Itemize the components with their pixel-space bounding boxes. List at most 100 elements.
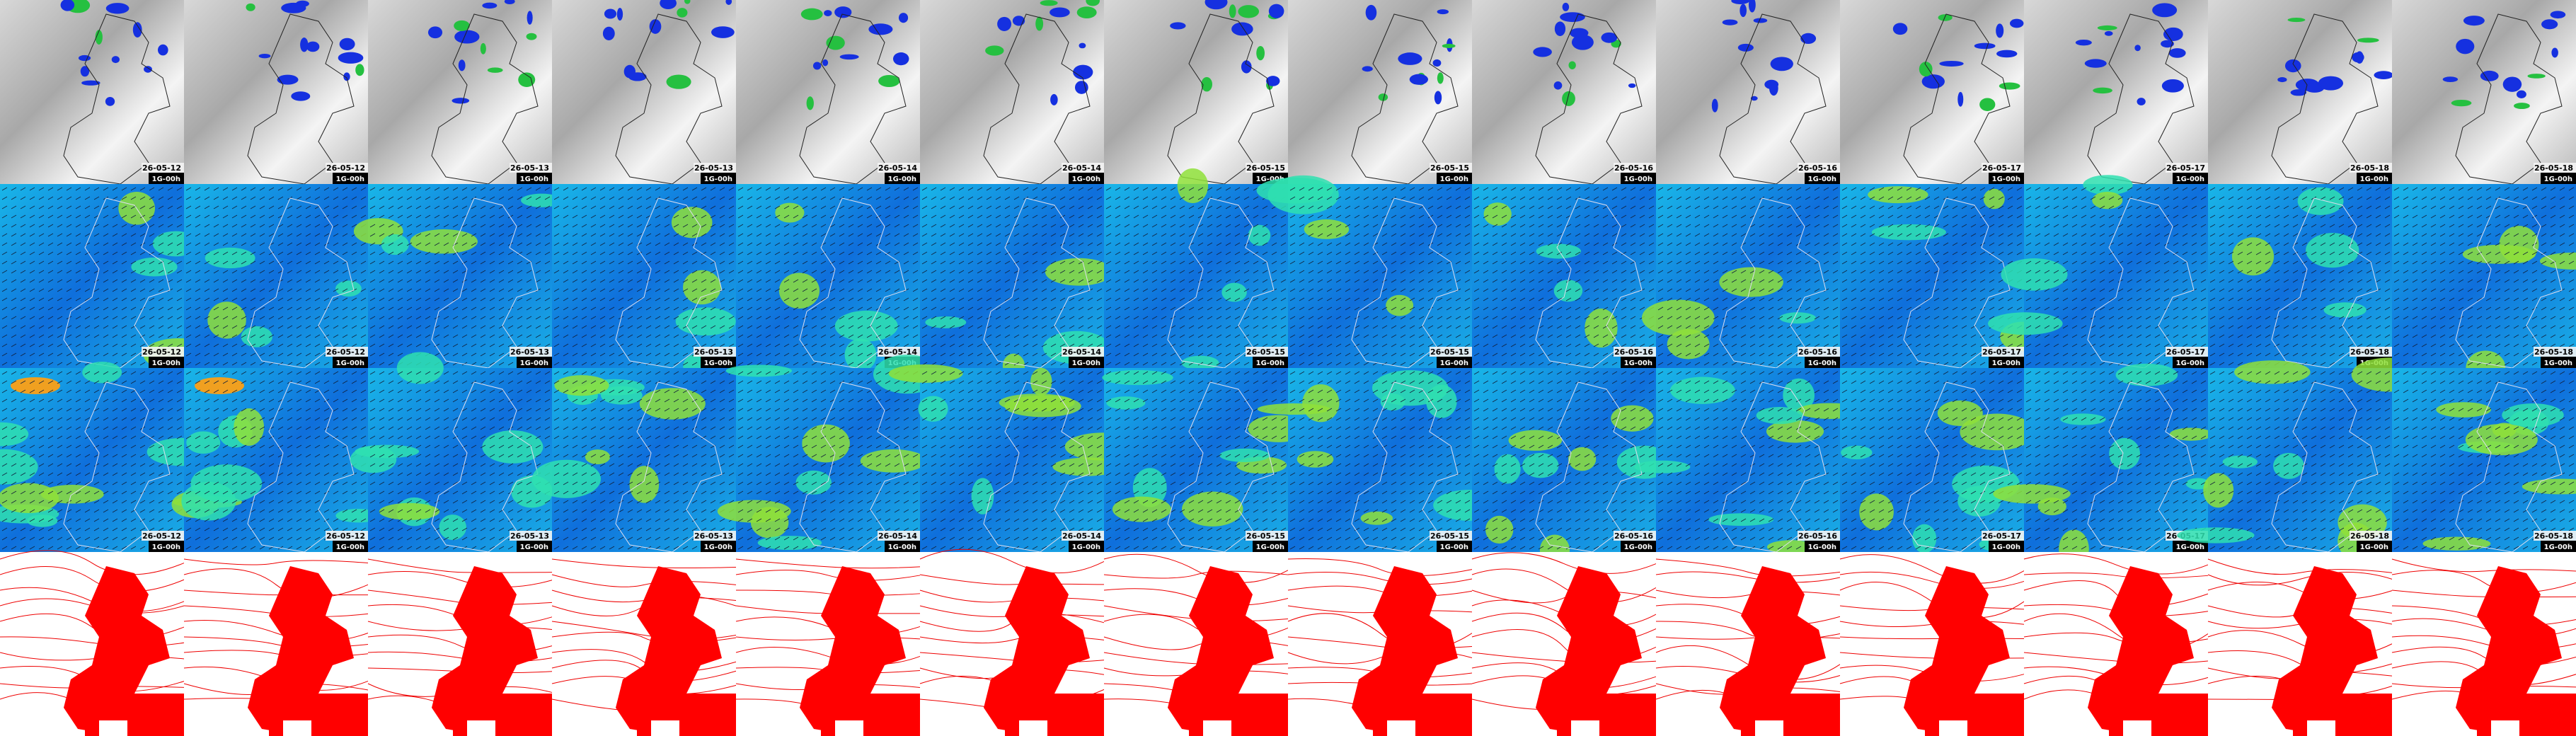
- precip-cell: [1996, 50, 2018, 58]
- isobar: [1839, 571, 2025, 589]
- valid-date: 26-05-12: [142, 531, 181, 541]
- isobar: [1103, 553, 1289, 583]
- map-tile: 26-05-16 1G-00h: [1656, 0, 1840, 185]
- precip-cell: [800, 8, 823, 21]
- blank-box: [1939, 720, 1967, 736]
- valid-date: 26-05-16: [1798, 347, 1837, 357]
- map-tile: [1287, 552, 1473, 736]
- precip-cell: [1737, 43, 1754, 52]
- precip-cell: [487, 67, 503, 73]
- precip-cell: [105, 97, 115, 106]
- run-bg: [1069, 173, 1104, 184]
- model-run: 1G-00h: [2176, 544, 2204, 551]
- precip-cell: [1378, 93, 1388, 101]
- map-tile: 26-05-15 1G-00h: [1288, 0, 1472, 185]
- wind-arrows: [1656, 184, 1840, 368]
- precip-cell: [725, 0, 732, 5]
- map-tile: 26-05-14 1G-00h: [736, 0, 920, 185]
- precip-cell: [2097, 25, 2117, 30]
- isobar: [1655, 590, 1841, 599]
- blank-box: [1387, 720, 1415, 736]
- model-run: 1G-00h: [704, 544, 732, 551]
- precip-cell: [839, 54, 859, 60]
- model-run: 1G-00h: [1624, 544, 1652, 551]
- precip-cell: [2075, 39, 2092, 46]
- run-bg: [701, 173, 736, 184]
- precip-cell: [2134, 45, 2141, 52]
- precip-cell: [1731, 0, 1750, 4]
- run-bg: [1253, 357, 1288, 368]
- run-bg: [2541, 357, 2576, 368]
- date-bg: [1430, 531, 1472, 541]
- isobar: [2023, 553, 2209, 575]
- precip-cell: [2163, 27, 2183, 41]
- run-bg: [2173, 173, 2208, 184]
- isobar: [367, 571, 553, 588]
- wind-arrows: [1104, 184, 1288, 368]
- precip-cell: [1601, 32, 1618, 43]
- map-tile: 26-05-14 1G-00h: [717, 355, 942, 553]
- map-tile: 26-05-16 1G-00h: [1642, 184, 1840, 369]
- precip-cell: [1050, 7, 1070, 18]
- valid-date: 26-05-15: [1246, 347, 1285, 357]
- valid-date: 26-05-17: [2166, 347, 2205, 357]
- precip-cell: [343, 72, 350, 81]
- isobar: [1471, 568, 1657, 603]
- satellite-image: [552, 0, 736, 184]
- date-bg: [1614, 531, 1656, 541]
- precip-cell: [78, 54, 91, 62]
- isobar: [1655, 571, 1841, 583]
- precip-cell: [157, 44, 168, 56]
- map-tile: 26-05-15 1G-00h: [1256, 175, 1472, 369]
- map-tile: 26-05-13 1G-00h: [552, 0, 736, 185]
- date-bg: [694, 163, 736, 173]
- date-bg: [1062, 531, 1104, 541]
- wind-arrows: [920, 184, 1104, 368]
- valid-date: 26-05-13: [510, 347, 549, 357]
- wind-arrows: [2392, 184, 2576, 368]
- run-bg: [1437, 541, 1472, 552]
- run-bg: [1989, 541, 2024, 552]
- model-run: 1G-00h: [1808, 544, 1836, 551]
- precip-cell: [711, 26, 735, 38]
- run-bg: [2357, 173, 2392, 184]
- map-tile: [1471, 552, 1657, 736]
- map-tile: [0, 550, 185, 736]
- map-tile: 26-05-13 1G-00h: [368, 0, 552, 185]
- map-tile: 26-05-13 1G-00h: [350, 352, 553, 553]
- precip-cell: [2084, 59, 2107, 68]
- isobar: [919, 574, 1105, 585]
- model-run: 1G-00h: [520, 544, 548, 551]
- map-tile: 26-05-17 1G-00h: [2024, 0, 2208, 185]
- precip-cell: [1533, 47, 1552, 57]
- model-run: 1G-00h: [2176, 176, 2204, 183]
- date-bg: [2166, 347, 2208, 357]
- precip-cell: [1073, 64, 1093, 80]
- model-run: 1G-00h: [1992, 176, 2020, 183]
- model-run: 1G-00h: [2544, 360, 2572, 367]
- date-bg: [1982, 531, 2024, 541]
- valid-date: 26-05-16: [1614, 347, 1653, 357]
- precip-cell: [1974, 42, 1996, 50]
- precip-cell: [826, 35, 845, 50]
- run-bg: [1989, 357, 2024, 368]
- map-tile: [1655, 552, 1841, 736]
- valid-date: 26-05-18: [2350, 163, 2389, 173]
- date-bg: [510, 163, 552, 173]
- precip-cell: [105, 3, 130, 14]
- model-run: 1G-00h: [152, 360, 180, 367]
- precip-cell: [1204, 0, 1228, 10]
- precip-cell: [1740, 4, 1747, 18]
- precip-cell: [2527, 74, 2546, 79]
- wind-arrows: [368, 368, 552, 552]
- precip-cell: [824, 10, 832, 16]
- valid-date: 26-05-18: [2534, 531, 2573, 541]
- date-bg: [878, 347, 920, 357]
- isobar: [0, 550, 185, 575]
- date-bg: [2350, 163, 2392, 173]
- precip-cell: [2290, 89, 2307, 96]
- isobar: [367, 558, 553, 573]
- precip-cell: [812, 62, 822, 70]
